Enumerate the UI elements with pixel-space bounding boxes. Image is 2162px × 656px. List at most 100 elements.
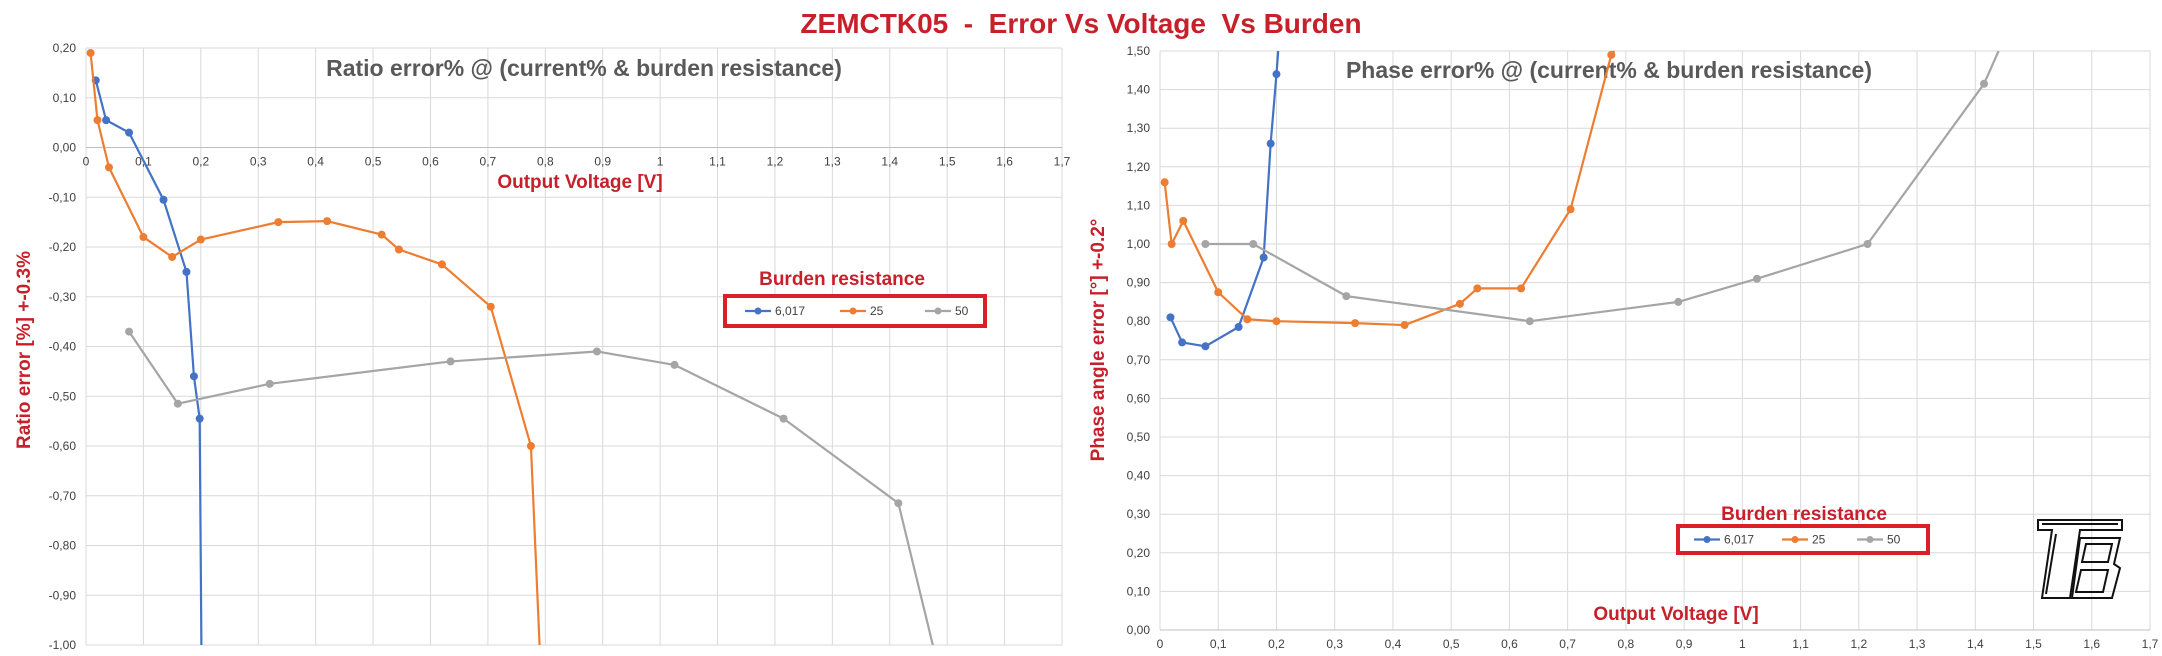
x-tick-label: 0,6 (1501, 637, 1518, 651)
y-tick-label: 0,10 (1127, 584, 1151, 598)
data-point-50 (125, 327, 134, 336)
series-line-50 (128, 330, 934, 646)
y-tick-label: 0,10 (53, 91, 77, 105)
x-tick-label: 0,2 (1268, 637, 1285, 651)
x-tick-label: 0,9 (1676, 637, 1693, 651)
x-tick-label: 0,9 (594, 155, 611, 169)
y-tick-label: -0,50 (49, 389, 77, 403)
legend-swatch-marker (934, 307, 942, 315)
x-tick-label: 0 (1157, 637, 1164, 651)
data-point-50 (265, 379, 274, 388)
data-point-25 (1455, 299, 1464, 308)
x-tick-label: 1,2 (767, 155, 784, 169)
x-tick-label: 0,8 (537, 155, 554, 169)
y-tick-label: -0,60 (49, 439, 77, 453)
data-point-25 (86, 48, 95, 57)
x-tick-label: 0,7 (1559, 637, 1576, 651)
x-tick-label: 0,1 (1210, 637, 1227, 651)
y-tick-label: 1,10 (1127, 198, 1151, 212)
y-tick-label: 0,80 (1127, 314, 1151, 328)
data-point-25 (526, 442, 535, 450)
y-tick-label: 0,20 (53, 41, 77, 55)
data-point-25 (139, 233, 148, 242)
legend-label: 50 (1887, 533, 1901, 547)
data-point-6-017 (125, 128, 134, 137)
data-point-50 (1674, 297, 1683, 306)
data-point-25 (1351, 319, 1360, 328)
data-point-50 (1525, 317, 1534, 326)
x-tick-label: 1,5 (2025, 637, 2042, 651)
data-point-25 (1400, 321, 1409, 330)
y-tick-label: 0,00 (1127, 623, 1151, 637)
x-tick-label: 0,3 (1326, 637, 1343, 651)
x-tick-label: 1,1 (709, 155, 726, 169)
data-point-6-017 (1259, 253, 1268, 262)
x-tick-label: 1,5 (939, 155, 956, 169)
data-point-50 (1249, 240, 1258, 248)
ratio-error-chart: 0,200,100,00-0,10-0,20-0,30-0,40-0,50-0,… (14, 41, 1071, 652)
x-tick-label: 1,1 (1792, 637, 1809, 651)
data-point-6-017 (189, 372, 198, 381)
tb-logo (2037, 519, 2123, 599)
x-tick-label: 0,3 (250, 155, 267, 169)
x-tick-label: 1,4 (1967, 637, 1984, 651)
series-line-25 (1163, 50, 1616, 327)
legend-label: 50 (955, 304, 969, 318)
data-point-25 (1160, 178, 1169, 187)
x-tick-label: 0,5 (1443, 637, 1460, 651)
data-point-25 (1473, 284, 1482, 293)
x-tick-label: 0,2 (192, 155, 209, 169)
data-point-50 (670, 360, 679, 369)
y-tick-label: -0,90 (49, 588, 77, 602)
data-point-25 (274, 218, 283, 227)
y-tick-label: 0,70 (1127, 353, 1151, 367)
data-point-50 (1201, 240, 1210, 248)
x-tick-label: 1 (1739, 637, 1746, 651)
data-point-6-017 (1234, 322, 1243, 331)
x-tick-label: 1,2 (1850, 637, 1867, 651)
x-tick-label: 1,3 (824, 155, 841, 169)
legend-swatch-marker (754, 307, 762, 315)
x-tick-label: 1,6 (996, 155, 1013, 169)
x-tick-label: 1 (657, 155, 664, 169)
data-point-6-017 (1272, 70, 1281, 79)
data-point-50 (1752, 274, 1761, 283)
y-tick-label: 1,40 (1127, 83, 1151, 97)
data-point-50 (1342, 292, 1351, 301)
series-line-6-017 (1169, 50, 1280, 348)
data-point-50 (592, 347, 601, 356)
legend-swatch-marker (1791, 536, 1799, 543)
y-tick-label: 0,40 (1127, 469, 1151, 483)
x-tick-label: 1,6 (2083, 637, 2100, 651)
x-axis-label: Output Voltage [V] (1593, 604, 1758, 625)
chart-title: Ratio error% @ (current% & burden resist… (326, 55, 842, 81)
plot-area (86, 48, 934, 646)
series-line-6-017 (94, 80, 203, 646)
data-point-6-017 (1178, 338, 1187, 347)
legend-label: 6,017 (1724, 533, 1754, 547)
data-point-6-017 (182, 267, 191, 276)
plot-area (1160, 50, 2000, 351)
y-tick-label: -0,70 (49, 489, 77, 503)
x-tick-label: 1,7 (1054, 155, 1071, 169)
x-tick-label: 0,8 (1618, 637, 1635, 651)
y-tick-label: 0,30 (1127, 507, 1151, 521)
data-point-25 (1272, 317, 1281, 326)
data-point-50 (894, 499, 903, 508)
data-point-50 (446, 357, 455, 366)
data-point-25 (1566, 205, 1575, 214)
y-tick-label: 0,00 (53, 141, 77, 155)
y-tick-label: -0,40 (49, 340, 77, 354)
legend-swatch-marker (1703, 536, 1711, 543)
data-point-25 (1214, 288, 1223, 297)
data-point-25 (394, 245, 403, 254)
x-tick-label: 1,7 (2142, 637, 2159, 651)
data-point-6-017 (1201, 342, 1210, 351)
y-axis-label: Phase angle error [°] +-0.2° (1088, 219, 1109, 462)
x-tick-label: 0,6 (422, 155, 439, 169)
y-axis-label: Ratio error [%] +-0.3% (14, 251, 35, 449)
x-tick-label: 0,5 (365, 155, 382, 169)
data-point-50 (1980, 79, 1989, 88)
data-point-25 (168, 252, 177, 261)
y-tick-label: 1,20 (1127, 160, 1151, 174)
